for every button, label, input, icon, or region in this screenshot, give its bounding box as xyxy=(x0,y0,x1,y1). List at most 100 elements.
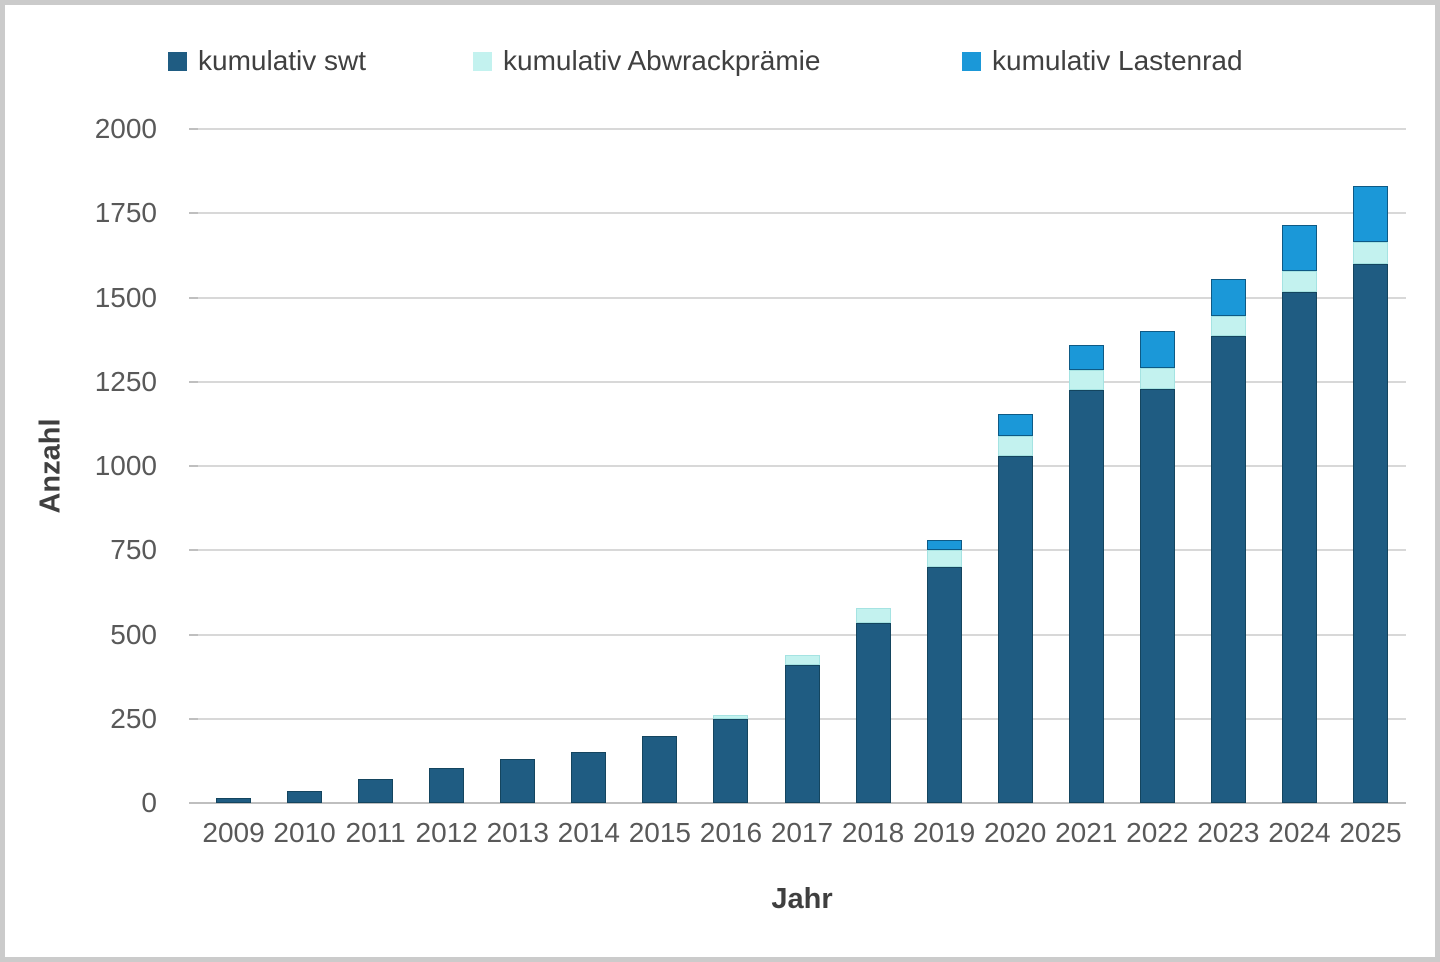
y-axis-tick-label: 500 xyxy=(110,618,157,650)
legend-label-swt: kumulativ swt xyxy=(198,45,367,76)
y-axis-tick xyxy=(189,717,198,720)
x-axis-tick-label: 2011 xyxy=(345,817,406,848)
bar-segment-2014 xyxy=(571,752,607,803)
y-axis-tick xyxy=(189,380,198,383)
bar-2025 xyxy=(1352,129,1388,803)
x-axis-tick-label: 2022 xyxy=(1126,817,1189,848)
bar-segment-2024 xyxy=(1281,270,1317,293)
legend-label-lastenrad: kumulativ Lastenrad xyxy=(992,45,1243,76)
legend-item-swt: kumulativ swt xyxy=(168,43,366,79)
bar-segment-2018 xyxy=(855,607,891,623)
bar-segment-2025 xyxy=(1352,186,1388,242)
bar-2020 xyxy=(997,129,1033,803)
bar-segment-2018 xyxy=(855,622,891,803)
y-axis-tick-label: 250 xyxy=(110,702,157,734)
bar-segment-2021 xyxy=(1068,344,1104,370)
bar-segment-2024 xyxy=(1281,225,1317,271)
y-axis-tick xyxy=(189,549,198,552)
bar-segment-2011 xyxy=(358,779,394,803)
gridline xyxy=(198,296,1406,299)
bar-segment-2010 xyxy=(287,791,323,803)
x-axis-tick-label: 2012 xyxy=(415,817,478,848)
bar-2015 xyxy=(642,129,678,803)
bar-segment-2023 xyxy=(1210,316,1246,337)
bar-2014 xyxy=(571,129,607,803)
gridline xyxy=(198,128,1406,130)
bar-segment-2023 xyxy=(1210,278,1246,317)
legend-label-abwrackpraemie: kumulativ Abwrackprämie xyxy=(503,45,821,76)
bar-segment-2021 xyxy=(1068,369,1104,391)
bar-2009 xyxy=(216,129,252,803)
y-axis-tick-label: 2000 xyxy=(94,113,157,144)
bar-segment-2015 xyxy=(642,735,678,803)
bar-2013 xyxy=(500,129,536,803)
legend-item-abwrackpraemie: kumulativ Abwrackprämie xyxy=(473,43,820,79)
x-axis-tick-label: 2025 xyxy=(1339,817,1402,848)
x-axis-tick-label: 2009 xyxy=(202,817,265,848)
bar-segment-2020 xyxy=(997,455,1033,803)
bar-segment-2009 xyxy=(216,797,252,803)
bar-segment-2023 xyxy=(1210,336,1246,803)
bar-segment-2025 xyxy=(1352,263,1388,803)
bar-2012 xyxy=(429,129,465,803)
y-axis-tick-label: 1750 xyxy=(94,197,157,229)
legend-swatch-swt-icon xyxy=(168,51,187,71)
bar-segment-2019 xyxy=(926,567,962,803)
y-axis-tick xyxy=(189,296,198,299)
bar-segment-2013 xyxy=(500,759,536,803)
gridline xyxy=(198,212,1406,215)
x-axis-baseline xyxy=(198,802,1406,804)
bar-segment-2017 xyxy=(784,664,820,803)
bar-2017 xyxy=(784,129,820,803)
x-axis-tick-label: 2019 xyxy=(912,817,976,848)
bar-segment-2017 xyxy=(784,654,820,665)
y-axis-tick-label: 1250 xyxy=(94,365,157,397)
bar-2011 xyxy=(358,129,394,803)
y-axis-tick xyxy=(189,212,198,215)
bar-2024 xyxy=(1281,129,1317,803)
bar-segment-2022 xyxy=(1139,368,1175,389)
x-axis-tick-label: 2017 xyxy=(770,817,834,848)
x-axis-tick-label: 2021 xyxy=(1055,817,1118,848)
bar-2022 xyxy=(1139,129,1175,803)
y-axis-tick-label: 750 xyxy=(110,534,157,566)
x-axis-title: Jahr xyxy=(771,883,833,915)
x-axis-tick-label: 2016 xyxy=(699,817,763,848)
plot-area xyxy=(189,128,1406,804)
y-axis-tick xyxy=(189,633,198,636)
bar-segment-2025 xyxy=(1352,241,1388,264)
gridline xyxy=(198,465,1406,467)
bar-segment-2021 xyxy=(1068,390,1104,803)
y-axis-tick xyxy=(189,465,198,467)
x-axis-tick-label: 2024 xyxy=(1268,817,1331,848)
y-axis-tick xyxy=(189,128,198,130)
y-axis-tick-label: 1000 xyxy=(94,450,157,481)
bar-2019 xyxy=(926,129,962,803)
bar-2023 xyxy=(1210,129,1246,803)
bar-segment-2022 xyxy=(1139,331,1175,369)
x-axis-tick-label: 2010 xyxy=(273,817,336,848)
x-axis-tick-label: 2023 xyxy=(1197,817,1260,848)
bar-segment-2019 xyxy=(926,540,962,551)
legend-swatch-abwrackpraemie-icon xyxy=(473,51,492,71)
bar-segment-2024 xyxy=(1281,292,1317,803)
x-axis-tick-label: 2015 xyxy=(628,817,692,848)
bar-2010 xyxy=(287,129,323,803)
y-axis-tick-label: 0 xyxy=(141,787,157,818)
bar-2018 xyxy=(855,129,891,803)
y-axis-title: Anzahl xyxy=(34,418,67,514)
x-axis-tick-label: 2013 xyxy=(486,817,549,848)
x-axis-tick-label: 2014 xyxy=(557,817,620,848)
bar-2021 xyxy=(1068,129,1104,803)
y-axis-tick xyxy=(189,802,198,804)
bar-segment-2020 xyxy=(997,413,1033,436)
chart-legend: kumulativ swt kumulativ Abwrackprämie ku… xyxy=(5,43,1435,79)
bar-2016 xyxy=(713,129,749,803)
bar-segment-2016 xyxy=(713,718,749,803)
x-axis-tick-label: 2020 xyxy=(984,817,1047,848)
gridline xyxy=(198,633,1406,636)
x-axis-tick-label: 2018 xyxy=(841,817,905,848)
bar-segment-2020 xyxy=(997,435,1033,456)
y-axis-tick-label: 1500 xyxy=(94,281,157,313)
